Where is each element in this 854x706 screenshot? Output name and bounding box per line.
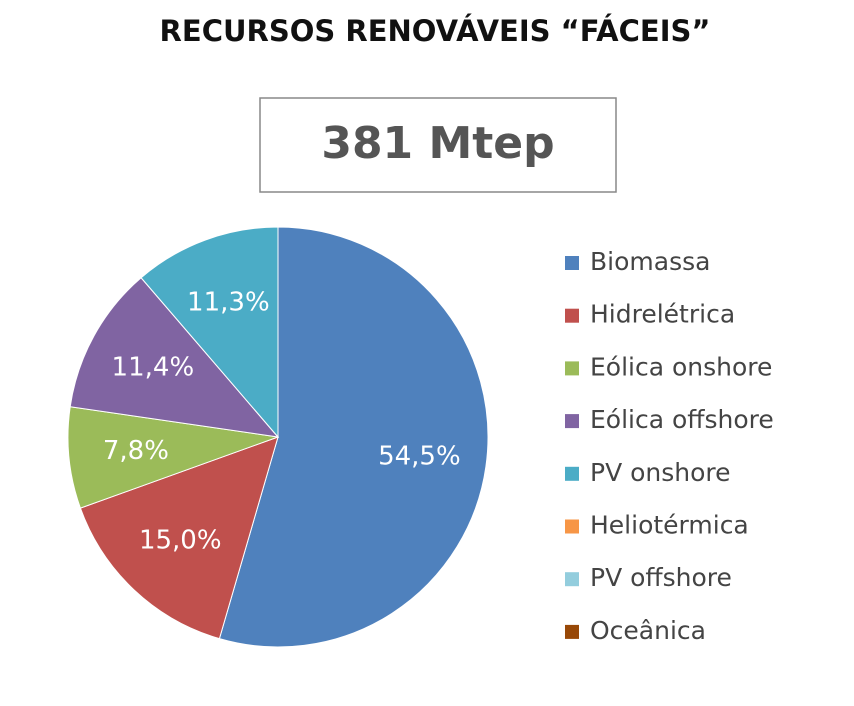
legend-label: Eólica offshore	[590, 405, 774, 434]
pie-slice	[218, 226, 489, 648]
data-label: 7,8%	[103, 436, 169, 466]
legend-label: Eólica onshore	[590, 352, 772, 381]
legend-swatch	[565, 572, 579, 587]
legend-swatch	[565, 414, 579, 429]
pie-slice	[79, 436, 279, 640]
legend-swatch	[565, 624, 579, 639]
legend-swatch	[565, 256, 579, 270]
subtitle-box	[259, 97, 617, 193]
legend-swatch	[565, 466, 579, 481]
legend-label: Heliotérmica	[590, 511, 749, 540]
pie-slice	[67, 406, 279, 509]
legend-label: Hidrelétrica	[590, 300, 735, 329]
pie-slice	[140, 226, 279, 439]
data-label: 15,0%	[139, 526, 222, 556]
legend-swatch	[565, 361, 579, 376]
legend-label: PV offshore	[590, 563, 732, 592]
chart-subtitle: 381 Mtep	[321, 118, 554, 169]
legend-label: Oceânica	[590, 616, 706, 645]
legend-swatch	[565, 519, 579, 534]
data-label: 54,5%	[378, 442, 461, 472]
chart-title: RECURSOS RENOVÁVEIS “FÁCEIS”	[160, 14, 711, 48]
legend-swatch	[565, 308, 579, 323]
legend-label: PV onshore	[590, 458, 731, 487]
data-label: 11,3%	[187, 288, 270, 318]
data-label: 11,4%	[112, 353, 195, 383]
pie-slice	[69, 277, 280, 438]
legend-label: Biomassa	[590, 247, 710, 276]
